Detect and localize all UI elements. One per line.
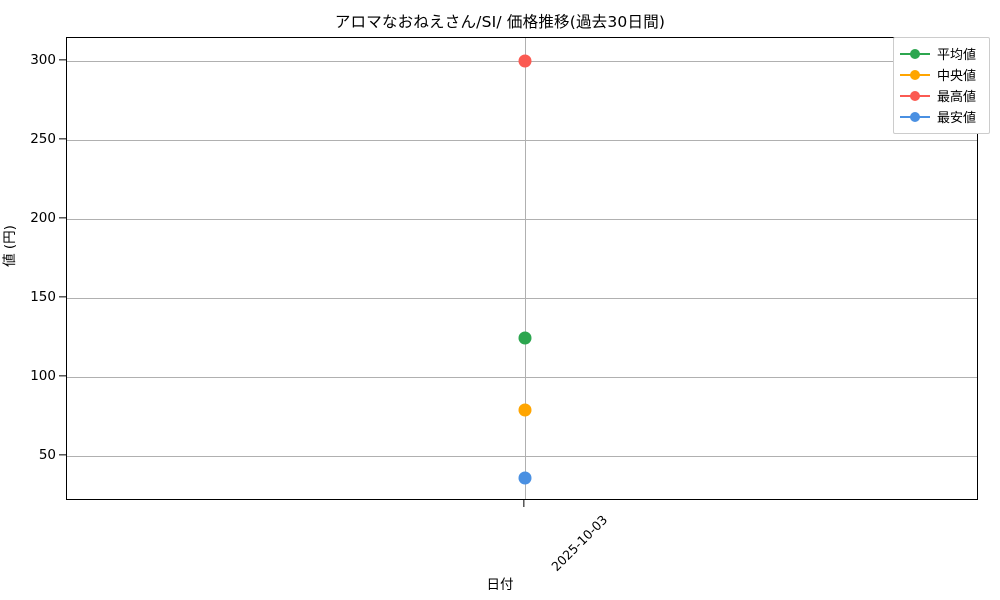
gridline-y-250 <box>67 140 977 141</box>
gridline-y-200 <box>67 219 977 220</box>
y-axis-tick-labels: 50 100 150 200 250 300 <box>0 37 56 500</box>
x-tick-label-2025-10-03: 2025-10-03 <box>548 512 611 574</box>
legend-dot-min-icon <box>910 111 920 122</box>
legend-item-average[interactable]: 平均値 <box>900 43 983 64</box>
y-tick-label-50: 50 <box>38 447 56 463</box>
y-tick-mark-200 <box>59 217 66 219</box>
gridline-x-2025-10-03 <box>525 38 526 499</box>
y-tick-label-200: 200 <box>30 210 56 226</box>
legend-dot-max-icon <box>910 90 920 101</box>
y-tick-label-250: 250 <box>30 131 56 147</box>
legend-dot-average-icon <box>910 48 920 59</box>
y-tick-mark-100 <box>59 375 66 377</box>
y-tick-label-100: 100 <box>30 368 56 384</box>
y-tick-label-300: 300 <box>30 52 56 68</box>
x-tick-mark-2025-10-03 <box>523 500 525 507</box>
plot-area <box>66 37 978 500</box>
legend-dot-median-icon <box>910 69 920 80</box>
y-tick-mark-150 <box>59 296 66 298</box>
data-point-average[interactable] <box>518 331 532 345</box>
gridline-y-100 <box>67 377 977 378</box>
legend-swatch-max-icon <box>900 90 930 102</box>
chart-legend: 平均値 中央値 最高値 最安値 <box>893 37 990 134</box>
legend-label-median: 中央値 <box>937 69 977 84</box>
y-tick-label-150: 150 <box>30 289 56 305</box>
legend-swatch-min-icon <box>900 111 930 123</box>
legend-item-median[interactable]: 中央値 <box>900 64 983 85</box>
legend-label-max: 最高値 <box>937 90 977 105</box>
gridline-y-150 <box>67 298 977 299</box>
legend-label-min: 最安値 <box>937 111 977 126</box>
chart-title: アロマなおねえさん/SI/ 価格推移(過去30日間) <box>334 13 666 31</box>
y-tick-mark-250 <box>59 138 66 140</box>
data-point-min[interactable] <box>518 471 532 485</box>
legend-item-max[interactable]: 最高値 <box>900 85 983 106</box>
legend-label-average: 平均値 <box>937 48 977 63</box>
legend-swatch-median-icon <box>900 69 930 81</box>
gridline-y-50 <box>67 456 977 457</box>
legend-swatch-average-icon <box>900 48 930 60</box>
data-point-median[interactable] <box>518 403 532 417</box>
x-axis-label: 日付 <box>486 577 514 593</box>
y-tick-mark-300 <box>59 59 66 61</box>
data-point-max[interactable] <box>518 54 532 68</box>
y-tick-mark-50 <box>59 454 66 456</box>
legend-item-min[interactable]: 最安値 <box>900 106 983 127</box>
y-axis-label: 値 (円) <box>1 225 18 267</box>
